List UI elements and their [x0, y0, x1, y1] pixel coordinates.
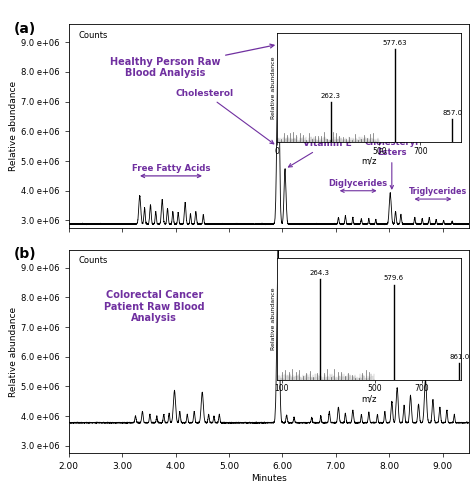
Text: 264.3: 264.3: [310, 270, 330, 276]
Text: Cholesteryl
Esters: Cholesteryl Esters: [365, 138, 419, 189]
Text: Cholesterol: Cholesterol: [176, 89, 274, 144]
Text: 857.0: 857.0: [442, 110, 463, 116]
X-axis label: Minutes: Minutes: [251, 474, 287, 483]
Y-axis label: Relative abundance: Relative abundance: [9, 81, 18, 171]
Text: Colorectal Cancer
Patient Raw Blood
Analysis: Colorectal Cancer Patient Raw Blood Anal…: [104, 290, 204, 323]
Text: 577.63: 577.63: [383, 40, 408, 46]
Text: Triglycerides: Triglycerides: [409, 187, 467, 196]
X-axis label: m/z: m/z: [362, 157, 377, 166]
Text: (a): (a): [14, 22, 36, 36]
Y-axis label: Relative abundance: Relative abundance: [271, 288, 275, 350]
Text: Diglycerides: Diglycerides: [328, 179, 388, 188]
Text: 861.0: 861.0: [449, 354, 469, 360]
Text: (b): (b): [14, 247, 37, 262]
Text: Free Fatty Acids: Free Fatty Acids: [132, 165, 210, 173]
Text: Counts: Counts: [79, 256, 108, 265]
Y-axis label: Relative abundance: Relative abundance: [9, 307, 18, 396]
X-axis label: m/z: m/z: [362, 394, 377, 404]
Text: 579.6: 579.6: [383, 275, 403, 281]
Text: Counts: Counts: [79, 30, 108, 40]
Text: Healthy Person Raw
Blood Analysis: Healthy Person Raw Blood Analysis: [109, 44, 274, 78]
Text: Vitamin E: Vitamin E: [289, 139, 351, 167]
Text: 262.3: 262.3: [321, 94, 341, 99]
Y-axis label: Relative abundance: Relative abundance: [271, 56, 275, 119]
